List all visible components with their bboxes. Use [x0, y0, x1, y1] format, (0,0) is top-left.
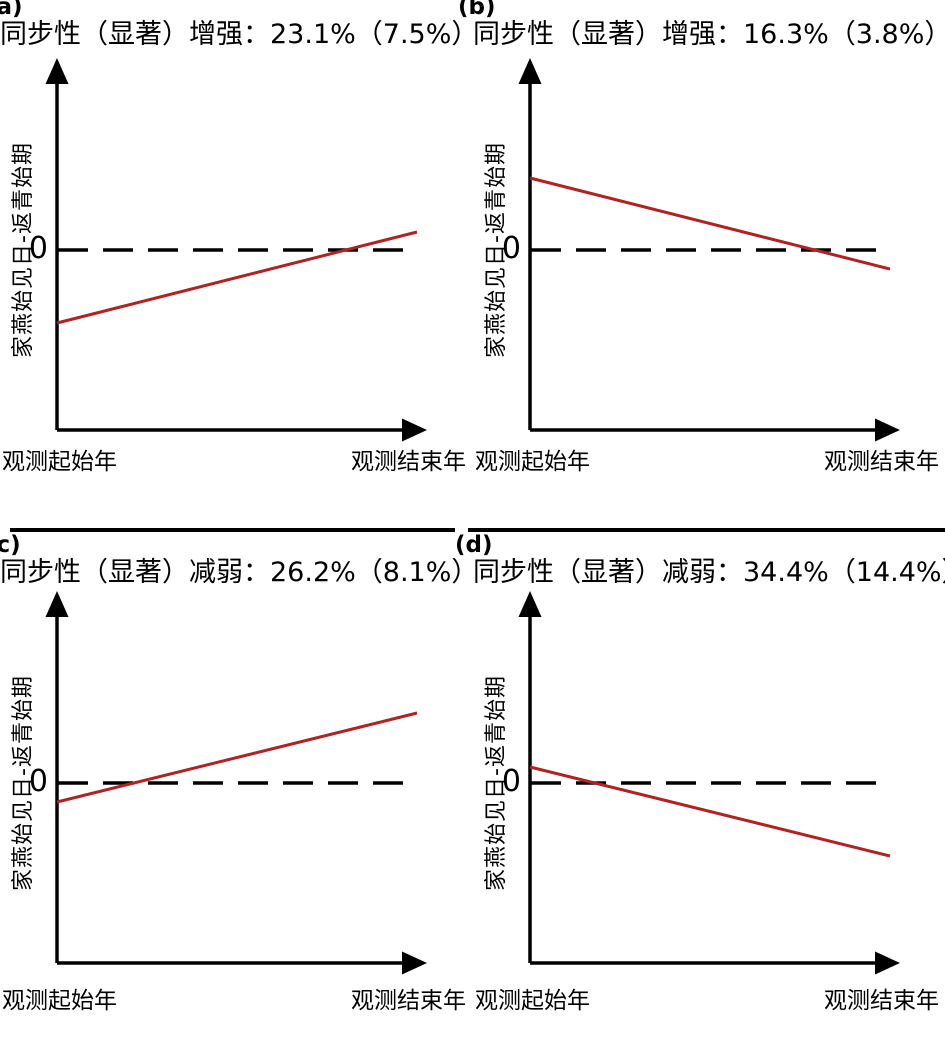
- x-axis-start-label: 观测起始年: [475, 988, 590, 1014]
- panel-b: (b) 同步性（显著）增强：16.3%（3.8%） 0 家燕始见日-返青始期 观…: [458, 0, 945, 531]
- y-axis-arrow-icon: [45, 58, 69, 84]
- y-axis-label: 家燕始见日-返青始期: [11, 675, 36, 891]
- panel-b-plot: [518, 58, 900, 442]
- panel-c-title: 同步性（显著）减弱：26.2%（8.1%）: [0, 557, 479, 588]
- panel-c-plot: [45, 591, 427, 975]
- row-separator-left: [10, 528, 455, 532]
- y-axis-label: 家燕始见日-返青始期: [484, 142, 509, 358]
- panel-b-label: (b): [458, 0, 496, 20]
- zero-tick-label: 0: [501, 764, 521, 800]
- panel-d-label: (d): [455, 532, 493, 558]
- x-axis-start-label: 观测起始年: [475, 449, 590, 475]
- zero-tick-label: 0: [501, 231, 521, 267]
- y-axis-label: 家燕始见日-返青始期: [484, 675, 509, 891]
- x-axis-end-label: 观测结束年: [351, 988, 466, 1014]
- x-axis-end-label: 观测结束年: [824, 449, 939, 475]
- panel-a-title: 同步性（显著）增强：23.1%（7.5%）: [0, 19, 479, 50]
- panel-d-title: 同步性（显著）减弱：34.4%（14.4%）: [473, 557, 945, 588]
- panel-d-plot: [518, 591, 900, 975]
- panel-c-label: (c): [0, 532, 21, 558]
- y-axis-arrow-icon: [518, 591, 542, 617]
- x-axis-arrow-icon: [402, 418, 427, 442]
- trend-line: [56, 711, 418, 804]
- y-axis-arrow-icon: [45, 591, 69, 617]
- panel-a-label: (a): [0, 0, 23, 20]
- zero-tick-label: 0: [28, 764, 48, 800]
- row-separator-right: [468, 528, 945, 532]
- panel-a-plot: [45, 58, 427, 442]
- x-axis-arrow-icon: [875, 951, 900, 975]
- x-axis-start-label: 观测起始年: [2, 449, 117, 475]
- zero-tick-label: 0: [28, 231, 48, 267]
- y-axis-arrow-icon: [518, 58, 542, 84]
- panel-b-title: 同步性（显著）增强：16.3%（3.8%）: [473, 19, 945, 50]
- y-axis-label: 家燕始见日-返青始期: [11, 142, 36, 358]
- panel-d: (d) 同步性（显著）减弱：34.4%（14.4%） 0 家燕始见日-返青始期 …: [455, 532, 945, 1064]
- trend-line: [529, 765, 891, 858]
- x-axis-start-label: 观测起始年: [2, 988, 117, 1014]
- x-axis-arrow-icon: [875, 418, 900, 442]
- x-axis-end-label: 观测结束年: [824, 988, 939, 1014]
- trend-line: [56, 230, 418, 325]
- panel-a: (a) 同步性（显著）增强：23.1%（7.5%） 0 家燕始见日-返青始期 观…: [0, 0, 479, 531]
- x-axis-end-label: 观测结束年: [351, 449, 466, 475]
- x-axis-arrow-icon: [402, 951, 427, 975]
- trend-line: [529, 176, 891, 271]
- panel-c: (c) 同步性（显著）减弱：26.2%（8.1%） 0 家燕始见日-返青始期 观…: [0, 532, 479, 1064]
